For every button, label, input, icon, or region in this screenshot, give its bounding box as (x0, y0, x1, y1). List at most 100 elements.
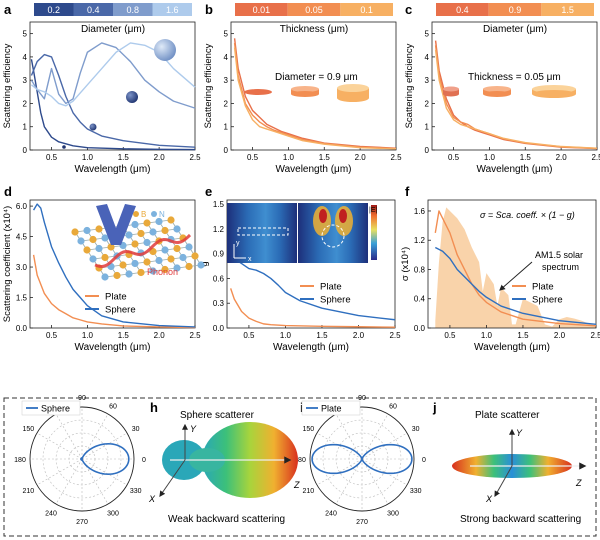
plot-frame (230, 21, 397, 151)
sphere-scatter-3d: Sphere scatterer Y X Z Weak backward sca… (148, 410, 300, 525)
legend-label-sphere: Sphere (105, 305, 136, 316)
y-tick-label: 0.8 (414, 265, 426, 274)
polar-plot-g: 0306090120150180210240270300330Sphere (14, 395, 146, 526)
polar-angle-label: 330 (410, 488, 422, 495)
y-tick-label: 0.0 (16, 324, 28, 333)
nitrogen-atom (101, 234, 109, 242)
x-tick-label: 2.0 (154, 153, 166, 162)
series-line-1-5 (434, 49, 598, 149)
sphere-medium (126, 91, 138, 103)
b-diameter-note: Diameter = 0.9 μm (275, 72, 358, 83)
polar-angle-label: 0 (142, 457, 146, 464)
polar-spoke (316, 432, 363, 460)
h-title: Sphere scatterer (180, 410, 255, 421)
nitrogen-atom (125, 270, 133, 278)
series-line-sphere (230, 256, 396, 321)
legend-cell (340, 3, 393, 16)
x-tick-label: 1.0 (283, 153, 295, 162)
disc-thick-bottom (337, 94, 369, 102)
nitrogen-atom (101, 273, 109, 281)
legend-cell-label: 0.2 (47, 5, 60, 15)
y-tick-label: 0.9 (213, 250, 225, 259)
panel-label-h: h (150, 400, 158, 415)
boron-atom (107, 243, 115, 251)
disc-medium-bottom (483, 91, 511, 97)
x-tick-label: 0.5 (448, 153, 460, 162)
lattice-legend: B N (133, 210, 165, 219)
panel-label-a: a (4, 2, 12, 17)
legend-cell-label: 0.4 (456, 5, 469, 15)
x-tick-label: 1.5 (118, 153, 130, 162)
x-tick-label: 2.0 (554, 331, 566, 340)
x-tick-label: 1.0 (82, 153, 94, 162)
legend-cell (113, 3, 153, 16)
y-tick-label: 1 (224, 123, 229, 132)
sphere-illustrations (62, 39, 176, 149)
j-z-label: Z (575, 478, 582, 488)
legend-label-plate: Plate (105, 292, 127, 303)
x-axis-label: Wavelength (μm) (75, 164, 151, 175)
boron-atom (173, 244, 181, 253)
x-tick-label: 2.5 (591, 153, 600, 162)
boron-atom (71, 228, 79, 236)
polar-angle-label: 150 (22, 426, 34, 433)
legend-bar-c: 0.4 0.9 1.5 Diameter (μm) (436, 3, 594, 35)
disc-thin (244, 89, 272, 95)
polar-angle-label: 210 (22, 488, 34, 495)
plate-discs-b (244, 84, 369, 102)
legend-label-sphere: Sphere (320, 295, 351, 306)
x-tick-label: 1.5 (517, 331, 529, 340)
x-tick-label: 1.5 (316, 331, 328, 340)
nitrogen-atom (125, 231, 133, 239)
disc-large-bottom (532, 90, 576, 98)
plot-frame (427, 199, 597, 329)
solar-label-2: spectrum (542, 262, 579, 272)
chart-d: 0.5 1.0 1.5 2.0 2.5 0.0 1.5 3.0 4.5 6.0 Wavelength… (2, 199, 201, 353)
y-axis-label: Scattering coefficient (x10⁴) (2, 206, 13, 322)
polar-pattern (80, 442, 130, 476)
polar-spoke (361, 458, 408, 486)
legend-label-plate: Plate (320, 282, 342, 293)
y-tick-label: 3 (224, 76, 229, 85)
y-tick-label: 1 (425, 123, 430, 132)
y-tick-label: 0.6 (213, 274, 225, 283)
field-x-label: x (248, 256, 252, 263)
polar-angle-label: 270 (356, 519, 368, 526)
boron-atom (131, 240, 139, 248)
polar-legend-label: Sphere (41, 404, 70, 414)
y-tick-label: 0.0 (213, 324, 225, 333)
disc-thick-body (337, 88, 369, 98)
nitrogen-atom (131, 259, 139, 268)
field-map-plate (227, 203, 297, 263)
legend-cell-label: 0.4 (87, 5, 100, 15)
legend-cell (541, 3, 594, 16)
polar-spoke (361, 458, 389, 505)
y-tick-label: 2 (23, 99, 28, 108)
polar-angle-label: 90 (78, 395, 86, 402)
boron-label: B (141, 210, 146, 219)
plate-discs-c (443, 85, 576, 98)
h-z-label: Z (293, 480, 300, 490)
polar-spoke (36, 432, 83, 460)
j-y-label: Y (516, 428, 523, 438)
polar-spoke (55, 413, 83, 460)
legend-bar-b: 0.01 0.05 0.1 Thickness (μm) (235, 3, 393, 35)
boron-atom (137, 268, 145, 277)
legend-label-plate: Plate (532, 282, 554, 293)
polar-ring (42, 419, 122, 499)
panel-label-b: b (205, 2, 213, 17)
polar-angle-label: 300 (107, 511, 119, 518)
polar-angle-label: 240 (45, 511, 57, 518)
x-axis-label: Wavelength (μm) (75, 342, 151, 353)
panel-label-j: j (432, 400, 437, 415)
legend-label-sphere: Sphere (532, 295, 563, 306)
polar-angle-label: 90 (358, 395, 366, 402)
nitrogen-atom (155, 256, 163, 265)
panel-label-f: f (405, 184, 410, 199)
polar-ring (29, 406, 135, 512)
polar-spoke (335, 458, 363, 505)
polar-angle-label: 0 (422, 457, 426, 464)
nitrogen-atom (143, 238, 151, 247)
y-tick-label: 1.5 (213, 200, 225, 209)
series-line-0-1 (233, 47, 397, 150)
